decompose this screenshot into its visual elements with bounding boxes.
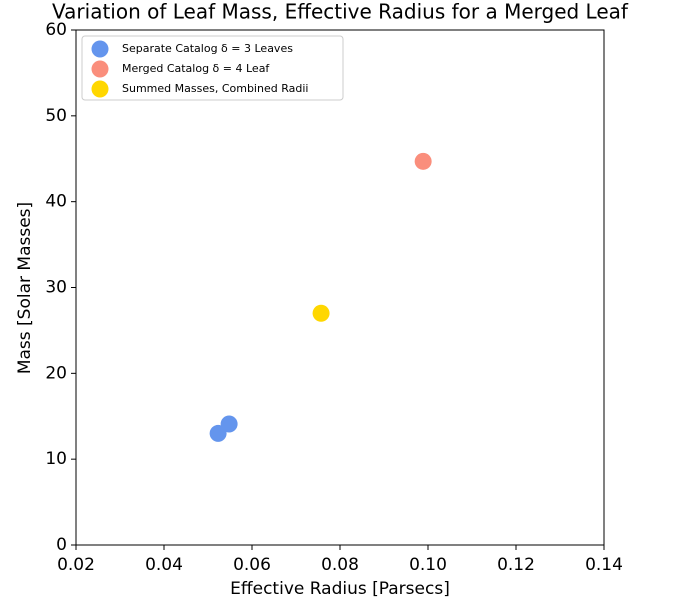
plot-frame	[75, 29, 605, 546]
x-tick-label: 0.12	[497, 555, 535, 575]
y-axis-label: Mass [Solar Masses]	[15, 202, 35, 374]
point	[414, 152, 432, 170]
y-tick-label: 0	[56, 535, 67, 555]
legend-marker	[91, 80, 109, 98]
x-tick-label: 0.02	[57, 555, 95, 575]
x-tick-label: 0.08	[321, 555, 359, 575]
x-tick-label: 0.14	[585, 555, 623, 575]
legend-label: Summed Masses, Combined Radii	[122, 82, 308, 95]
legend-label: Merged Catalog δ = 4 Leaf	[122, 62, 270, 75]
legend-marker	[91, 40, 109, 58]
y-tick-label: 60	[45, 20, 67, 40]
legend-box	[81, 35, 344, 101]
y-tick-label: 10	[45, 449, 67, 469]
point	[312, 304, 330, 322]
point	[209, 424, 227, 442]
y-tick-label: 40	[45, 192, 67, 212]
chart-title: Variation of Leaf Mass, Effective Radius…	[52, 0, 629, 24]
x-tick-label: 0.10	[409, 555, 447, 575]
point	[220, 415, 238, 433]
x-axis-label: Effective Radius [Parsecs]	[230, 579, 450, 599]
x-tick-label: 0.06	[233, 555, 271, 575]
x-tick-label: 0.04	[145, 555, 183, 575]
y-tick-label: 30	[45, 278, 67, 298]
legend-marker	[91, 60, 109, 78]
y-tick-label: 20	[45, 363, 67, 383]
y-tick-label: 50	[45, 106, 67, 126]
legend-label: Separate Catalog δ = 3 Leaves	[122, 42, 293, 55]
